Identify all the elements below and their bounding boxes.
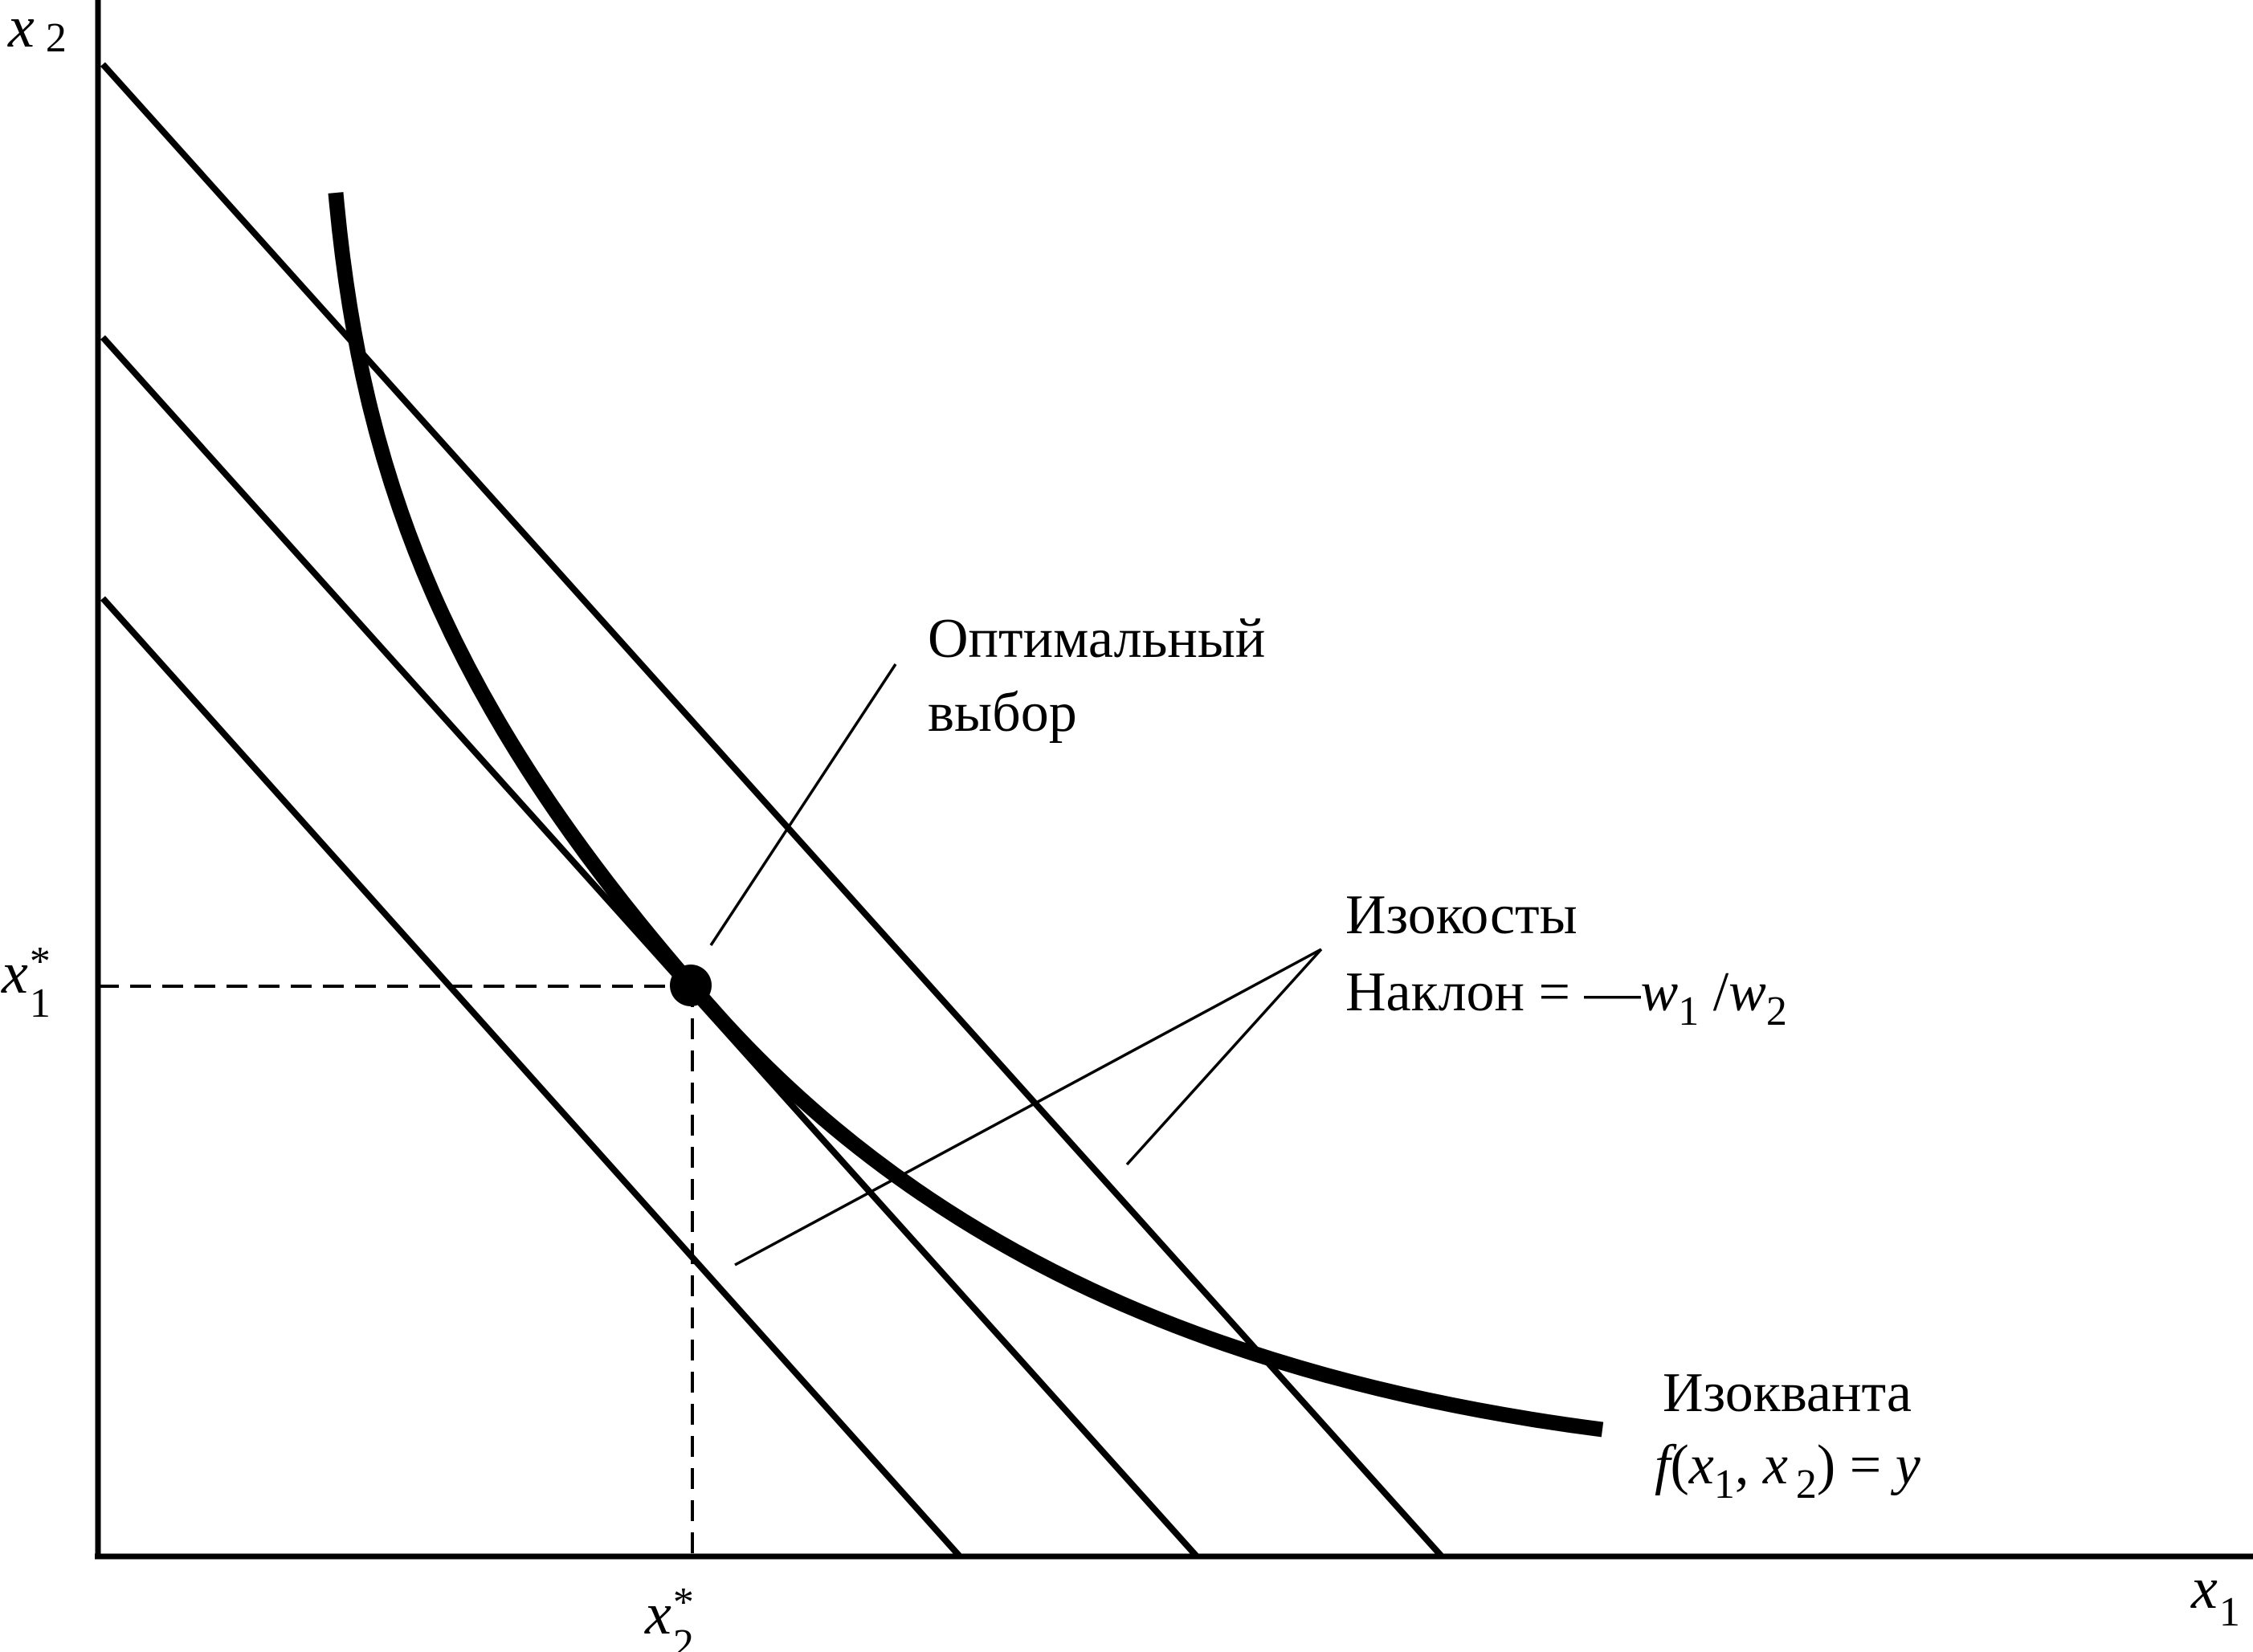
isocost-leader-1 [734, 948, 1322, 1267]
isocost-line-high [100, 62, 1444, 1559]
isocost-slope-label: Наклон = —w1 /w2 [1345, 961, 1787, 1034]
isoquant-formula: f(x1, x 2) = y [1655, 1434, 1921, 1507]
isoquant-label-line1: Изокванта [1663, 1362, 1912, 1424]
x-optimal-tick-label: x* 2 [644, 1580, 694, 1652]
isocost-label-line1: Изокосты [1345, 884, 1578, 946]
optimal-choice-label-line1: Оптимальный [928, 608, 1265, 670]
isocost-line-low [100, 596, 962, 1559]
y-optimal-tick-label: x* 1 [1, 939, 51, 1026]
optimal-choice-label-line2: выбор [928, 682, 1077, 744]
optimal-choice-point [670, 965, 712, 1006]
x-axis-label: x1 [2190, 1556, 2240, 1635]
optimal-choice-leader [709, 663, 897, 946]
isocost-leader-2 [1125, 948, 1323, 1166]
